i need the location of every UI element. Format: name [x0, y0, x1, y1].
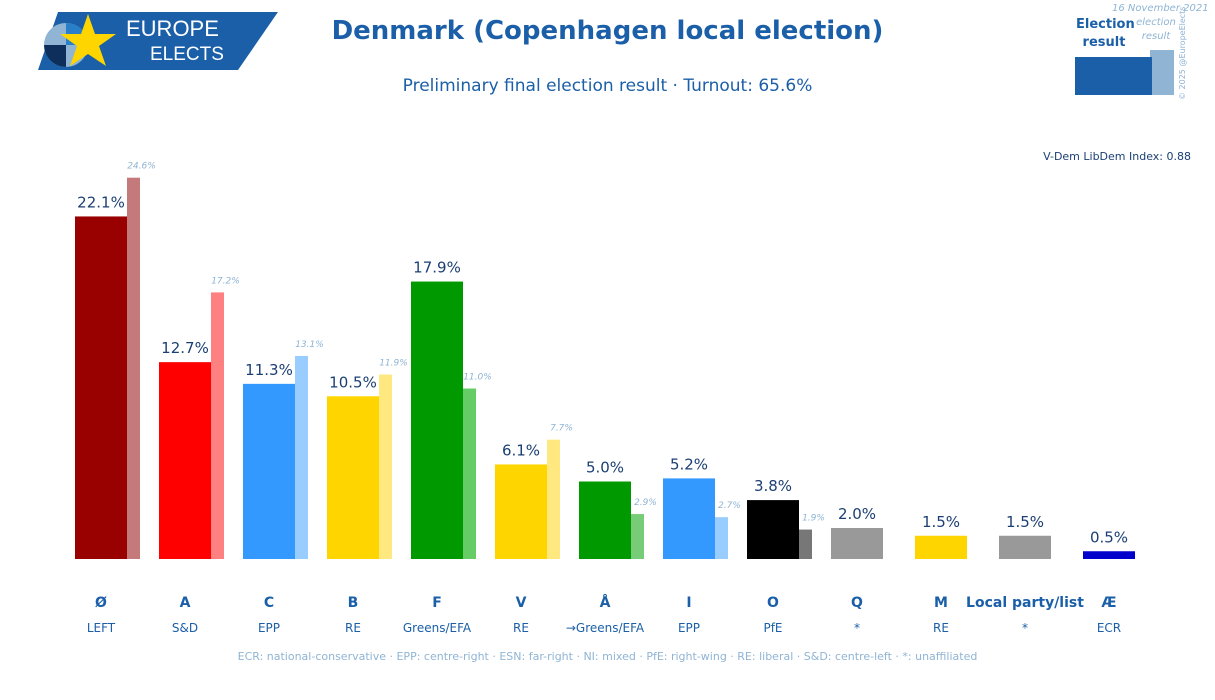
label-current-4: 17.9% — [413, 259, 461, 277]
bar-previous-7 — [715, 517, 728, 559]
party-group-7: EPP — [678, 621, 700, 635]
label-previous-5: 7.7% — [550, 424, 573, 434]
party-group-10: RE — [933, 621, 949, 635]
label-previous-2: 13.1% — [295, 340, 324, 350]
bar-previous-1 — [211, 292, 224, 559]
bar-current-0 — [75, 216, 127, 559]
party-group-2: EPP — [258, 621, 280, 635]
label-current-3: 10.5% — [329, 373, 377, 391]
bar-current-7 — [663, 478, 715, 559]
bar-current-4 — [411, 281, 463, 559]
party-name-0: Ø — [95, 595, 107, 611]
bar-current-6 — [579, 481, 631, 559]
label-current-2: 11.3% — [245, 361, 293, 379]
party-name-2: C — [264, 595, 274, 611]
party-group-8: PfE — [763, 621, 782, 635]
party-name-4: F — [432, 595, 442, 611]
label-current-6: 5.0% — [586, 459, 624, 477]
legend-current-line1: Election — [1076, 17, 1135, 32]
label-current-12: 0.5% — [1090, 528, 1128, 546]
bar-previous-3 — [379, 374, 392, 559]
label-previous-8: 1.9% — [802, 514, 825, 524]
party-group-11: * — [1022, 621, 1028, 635]
bar-current-12 — [1083, 551, 1135, 559]
legend-current-line2: result — [1082, 35, 1126, 50]
label-previous-0: 24.6% — [127, 162, 156, 172]
party-group-4: Greens/EFA — [403, 621, 472, 635]
party-name-12: Æ — [1101, 595, 1116, 611]
bar-previous-5 — [547, 439, 560, 559]
party-group-6: →Greens/EFA — [566, 621, 645, 635]
result-date: 16 November 2021 — [1112, 3, 1209, 14]
label-current-0: 22.1% — [77, 193, 125, 211]
party-name-11: Local party/list — [966, 595, 1084, 611]
label-previous-4: 11.0% — [463, 373, 492, 383]
party-group-12: ECR — [1097, 621, 1121, 635]
party-name-8: O — [767, 595, 779, 611]
label-previous-7: 2.7% — [718, 501, 741, 511]
bar-previous-2 — [295, 355, 308, 559]
party-group-1: S&D — [172, 621, 198, 635]
label-current-11: 1.5% — [1006, 513, 1044, 531]
party-name-1: A — [180, 595, 191, 611]
bar-current-2 — [243, 383, 295, 559]
bar-previous-0 — [127, 177, 140, 559]
party-group-3: RE — [345, 621, 361, 635]
bar-current-5 — [495, 464, 547, 559]
party-name-5: V — [516, 595, 527, 611]
party-name-9: Q — [851, 595, 863, 611]
label-current-1: 12.7% — [161, 339, 209, 357]
vdem-index: V-Dem LibDem Index: 0.88 — [1043, 150, 1191, 163]
legend-current-swatch — [1075, 57, 1152, 95]
label-current-5: 6.1% — [502, 441, 540, 459]
party-name-6: Å — [600, 594, 611, 611]
label-previous-3: 11.9% — [379, 359, 408, 369]
bar-previous-8 — [799, 529, 812, 559]
label-previous-6: 2.9% — [634, 498, 657, 508]
label-current-7: 5.2% — [670, 455, 708, 473]
label-current-8: 3.8% — [754, 477, 792, 495]
bar-previous-4 — [463, 388, 476, 559]
footnote: ECR: national-conservative · EPP: centre… — [237, 650, 978, 663]
bar-current-8 — [747, 500, 799, 559]
party-group-9: * — [854, 621, 860, 635]
chart-subtitle: Preliminary final election result · Turn… — [402, 76, 813, 96]
bar-previous-6 — [631, 514, 644, 559]
bar-current-11 — [999, 535, 1051, 559]
party-name-3: B — [348, 595, 359, 611]
party-group-0: LEFT — [87, 621, 116, 635]
bar-current-9 — [831, 528, 883, 559]
label-current-9: 2.0% — [838, 505, 876, 523]
chart-title: Denmark (Copenhagen local election) — [331, 16, 884, 46]
logo-line1: EUROPE — [126, 16, 219, 41]
party-name-7: I — [686, 595, 691, 611]
label-previous-1: 17.2% — [211, 276, 240, 286]
bar-current-10 — [915, 535, 967, 559]
party-name-10: M — [934, 595, 948, 611]
legend-previous-line2: result — [1141, 31, 1171, 42]
legend-previous-swatch — [1150, 50, 1174, 95]
label-current-10: 1.5% — [922, 513, 960, 531]
europe-elects-logo: EUROPE ELECTS — [38, 12, 278, 70]
bar-current-3 — [327, 396, 379, 559]
legend-current: Election result — [1076, 16, 1135, 52]
legend-previous-line1: election — [1136, 17, 1176, 28]
logo-line2: ELECTS — [150, 44, 224, 65]
legend-previous: election result — [1136, 16, 1176, 44]
bar-current-1 — [159, 362, 211, 559]
party-group-5: RE — [513, 621, 529, 635]
